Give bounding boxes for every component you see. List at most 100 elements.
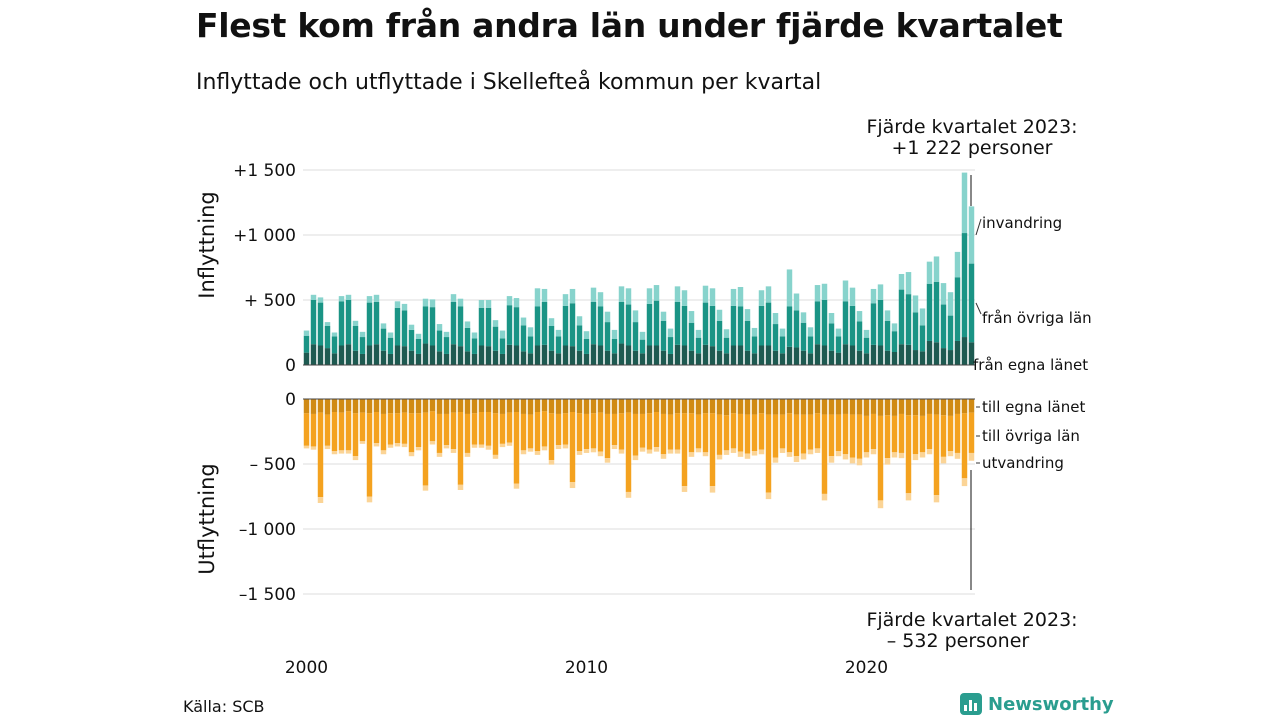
bar-segment [723,415,730,451]
bar-segment [933,256,940,282]
bar-segment [604,399,611,414]
bar-chart-icon [960,693,982,715]
bar-segment [751,353,758,365]
bar-segment [919,399,926,416]
bar-segment [919,308,926,326]
bar-segment [590,301,597,345]
bar-segment [359,412,366,442]
bar-segment [891,415,898,453]
bar-segment [394,301,401,308]
bar-segment [786,399,793,414]
bar-segment [954,413,961,453]
bar-segment [744,350,751,365]
bar-segment [681,305,688,346]
bar-segment [660,413,667,455]
bar-segment [597,399,604,413]
bar-segment [807,399,814,415]
bar-segment [331,412,338,451]
bar-segment [590,344,597,365]
bar-segment [653,345,660,365]
bar-segment [506,305,513,345]
bar-segment [429,411,436,442]
bar-segment [471,353,478,365]
bar-segment [800,453,807,460]
bar-segment [842,399,849,414]
bar-segment [478,399,485,412]
bar-segment [583,449,590,453]
bar-segment [737,345,744,365]
bar-segment [387,399,394,414]
bar-segment [849,399,856,415]
bar-segment [394,399,401,414]
bar-segment [359,441,366,444]
y-tick-label: 0 [285,390,296,410]
bar-segment [667,353,674,365]
bar-segment [723,329,730,338]
bar-segment [415,413,422,448]
bar-segment [590,287,597,302]
bar-segment [639,399,646,414]
bar-segment [926,261,933,284]
bar-segment [730,399,737,414]
series-label: invandring [982,214,1062,232]
bar-segment [597,292,604,307]
bar-segment [863,452,870,458]
bar-segment [443,413,450,446]
brand-logo: Newsworthy [960,693,1114,715]
bar-segment [744,453,751,459]
bar-segment [905,493,912,501]
bar-segment [422,343,429,365]
bar-segment [611,413,618,446]
bar-segment [492,326,499,351]
bar-segment [716,399,723,415]
bar-segment [464,321,471,328]
bar-segment [464,351,471,365]
bar-segment [667,414,674,450]
bar-segment [681,486,688,492]
bar-segment [331,336,338,354]
y-tick-label: + 500 [244,291,296,311]
bar-segment [408,452,415,457]
bar-segment [408,399,415,414]
bar-segment [310,446,317,450]
bar-segment [639,447,646,452]
bar-segment [968,412,975,453]
bar-segment [569,399,576,412]
bar-segment [408,413,415,453]
bar-segment [450,301,457,345]
bar-segment [583,331,590,339]
bar-segment [912,295,919,313]
bar-segment [534,345,541,365]
y-tick-label: +1 500 [233,161,296,181]
bar-segment [772,350,779,365]
bar-segment [436,452,443,457]
bar-segment [373,399,380,412]
bar-segment [730,288,737,306]
bar-segment [646,449,653,454]
bar-segment [338,399,345,413]
bar-segment [695,353,702,365]
bar-segment [590,413,597,449]
bar-segment [695,399,702,415]
bar-segment [331,451,338,455]
bar-segment [569,412,576,483]
bar-segment [527,327,534,337]
bar-segment [324,348,331,365]
bar-segment [646,288,653,304]
bar-segment [548,460,555,465]
bar-segment [877,300,884,346]
bar-segment [856,414,863,459]
bar-segment [779,414,786,449]
bar-segment [695,414,702,449]
bar-segment [345,411,352,451]
bar-segment [506,344,513,365]
bar-segment [464,399,471,414]
bar-segment [632,455,639,461]
bar-segment [961,233,968,338]
bar-segment [576,350,583,365]
bar-segment [485,307,492,347]
bar-segment [520,351,527,365]
bar-segment [534,412,541,451]
bar-segment [884,415,891,459]
bar-segment [478,444,485,448]
